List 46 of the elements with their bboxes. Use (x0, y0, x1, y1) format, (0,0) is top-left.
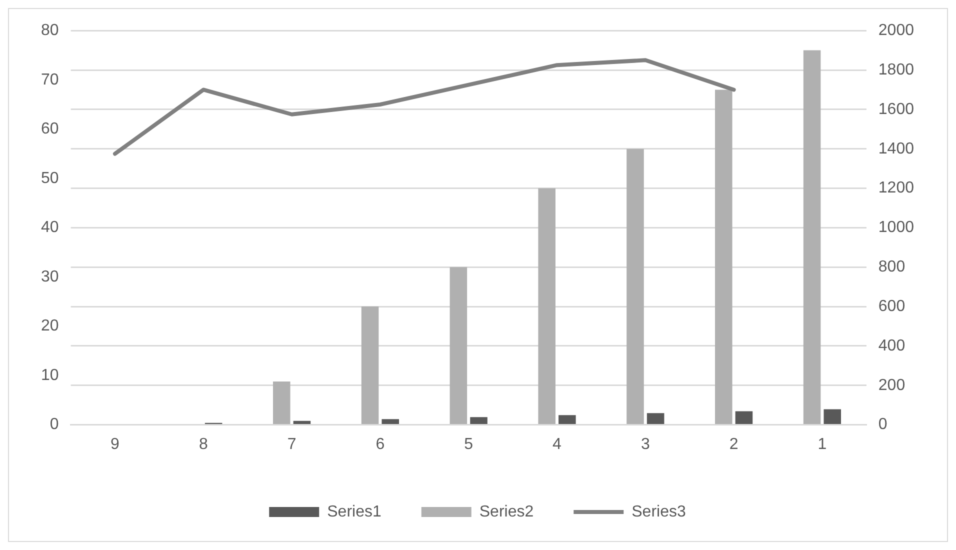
y-tick-label: 80 (41, 22, 59, 40)
bar (450, 267, 468, 424)
y-tick-label: 40 (41, 219, 59, 236)
y2-tick-label: 600 (878, 298, 906, 315)
legend-label: Series3 (632, 503, 686, 520)
x-tick-label: 7 (287, 436, 296, 453)
bar (558, 415, 576, 424)
y-tick-label: 20 (41, 318, 59, 335)
y2-tick-label: 2000 (878, 22, 914, 40)
bar (803, 50, 821, 424)
legend-label: Series1 (327, 503, 382, 520)
y2-tick-label: 1000 (878, 219, 914, 236)
y2-tick-label: 200 (878, 376, 906, 394)
x-tick-label: 2 (729, 436, 738, 453)
y2-tick-label: 1600 (878, 100, 914, 118)
x-tick-label: 3 (640, 436, 650, 453)
bar (538, 188, 556, 424)
y2-tick-label: 1800 (878, 61, 914, 78)
bar (735, 411, 753, 424)
y-tick-label: 70 (41, 71, 59, 88)
y2-tick-label: 400 (878, 337, 906, 354)
bar (646, 413, 664, 424)
bar (715, 90, 732, 424)
bar (293, 420, 311, 424)
x-tick-label: 4 (552, 436, 562, 453)
y-tick-label: 60 (41, 120, 59, 138)
x-tick-label: 9 (110, 436, 120, 453)
x-tick-label: 6 (376, 436, 385, 453)
y-tick-label: 0 (50, 416, 59, 434)
bar (272, 381, 290, 424)
x-tick-label: 1 (818, 436, 827, 453)
x-tick-label: 5 (464, 436, 474, 453)
y2-tick-label: 1400 (878, 140, 914, 158)
bar (470, 417, 488, 424)
bar (361, 306, 379, 424)
y-tick-label: 30 (41, 268, 59, 286)
y-tick-label: 50 (41, 170, 59, 187)
legend-label: Series2 (479, 503, 534, 520)
y2-tick-label: 0 (878, 416, 888, 434)
y-tick-label: 10 (41, 366, 59, 384)
bar (824, 409, 842, 424)
x-tick-label: 8 (198, 436, 208, 453)
y2-tick-label: 1200 (878, 180, 914, 197)
bar (626, 148, 644, 424)
bar (382, 419, 400, 424)
y2-tick-label: 800 (878, 258, 906, 276)
